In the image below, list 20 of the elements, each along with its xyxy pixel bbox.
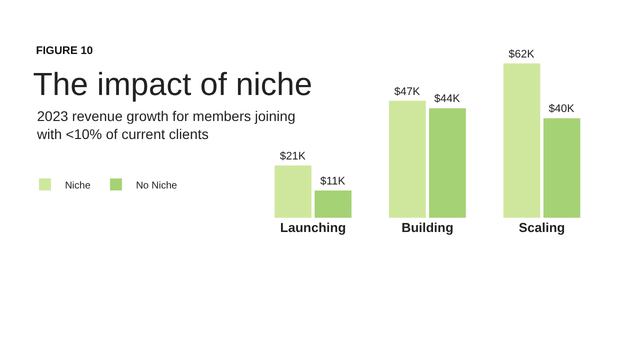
bar [314,190,352,218]
text: 2023 revenue growth for members joining with <10% of current clients [36,108,296,142]
x-tick-label: Launching [280,220,346,235]
x-tick-label: Building [401,220,454,235]
data-label: $40K [548,103,576,116]
bar [543,118,580,218]
legend-label: No Niche [136,180,178,192]
chart-title: The impact of niche [33,66,312,102]
caption: FIGURE 10 [36,45,93,57]
bar [429,108,466,218]
data-label: $47K [394,86,421,98]
data-label: $44K [434,93,461,106]
x-tick-label: Scaling [518,220,566,235]
data-label: $11K [320,175,346,188]
bar [389,100,426,218]
bar [503,63,540,218]
legend-label: Niche [64,180,91,192]
data-label: $62K [508,48,535,60]
data-label: $21K [280,150,306,163]
bar [274,166,312,218]
